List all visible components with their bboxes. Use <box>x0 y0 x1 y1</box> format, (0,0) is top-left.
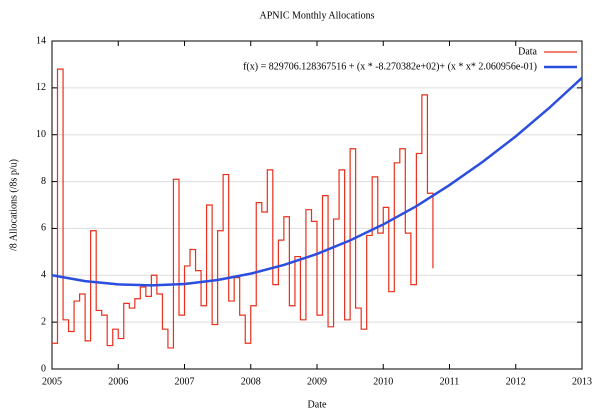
y-tick-label: 10 <box>36 129 46 140</box>
x-axis-label: Date <box>308 399 327 409</box>
y-tick-label: 12 <box>36 82 46 93</box>
y-axis-label: /8 Allocations (/8s p/u) <box>8 159 19 251</box>
data-steps <box>52 68 434 349</box>
chart-title: APNIC Monthly Allocations <box>259 10 374 21</box>
x-tick-label: 2011 <box>440 376 460 387</box>
y-tick-label: 6 <box>41 223 46 234</box>
x-tick-label: 2005 <box>42 376 62 387</box>
y-tick-label: 8 <box>41 176 46 187</box>
y-tick-label: 4 <box>41 270 46 281</box>
x-tick-label: 2013 <box>572 376 592 387</box>
plot-frame <box>51 40 583 370</box>
y-tick-label: 14 <box>36 35 46 46</box>
x-tick-label: 2009 <box>307 376 327 387</box>
y-tick-label: 2 <box>41 316 46 327</box>
x-tick-label: 2012 <box>506 376 526 387</box>
x-tick-label: 2006 <box>108 376 128 387</box>
legend-label: Data <box>518 46 537 57</box>
y-tick-label: 0 <box>41 363 46 374</box>
fit-curve <box>51 76 583 287</box>
legend-label: f(x) = 829706.128367516 + (x * -8.270382… <box>243 61 537 72</box>
x-tick-label: 2008 <box>241 376 261 387</box>
x-tick-label: 2010 <box>373 376 393 387</box>
x-tick-label: 2007 <box>175 376 195 387</box>
